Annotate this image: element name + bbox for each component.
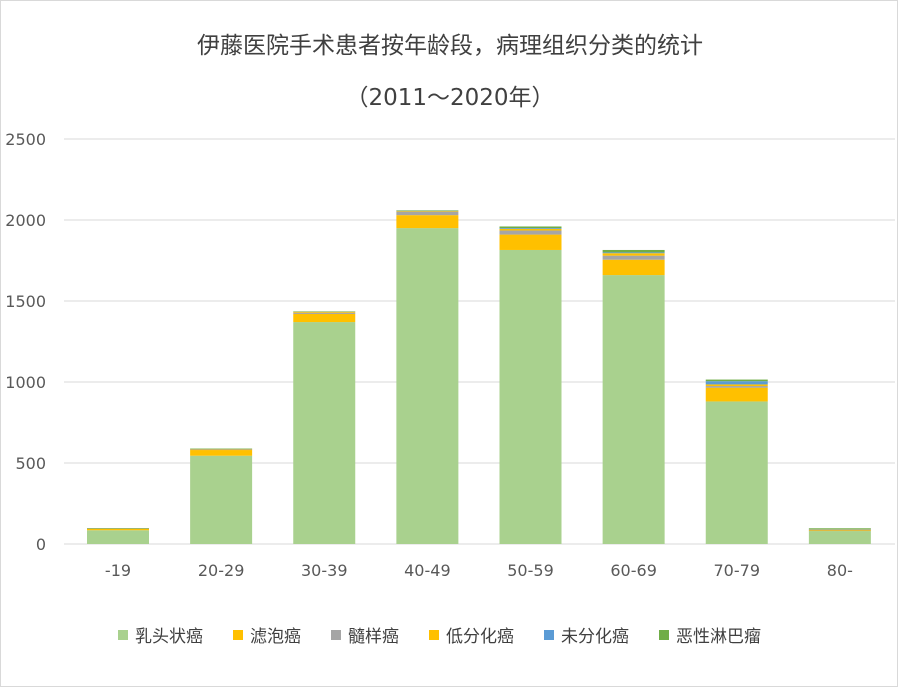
bar-segment — [190, 455, 253, 544]
bar-segment — [293, 312, 356, 314]
legend-swatch — [659, 629, 669, 640]
bar-segment — [808, 529, 871, 530]
y-tick-label: 1500 — [5, 292, 46, 311]
x-tick-label: 60-69 — [610, 561, 657, 580]
chart-legend: 乳头状癌 滤泡癌 髓样癌 低分化癌 未分化癌 恶性淋巴瘤 — [118, 622, 791, 647]
bar-segment — [293, 311, 356, 313]
bar-segment — [808, 528, 871, 530]
legend-item: 低分化癌 — [429, 622, 514, 647]
bar-segment — [190, 449, 253, 451]
bar-segment — [396, 211, 459, 212]
x-tick-label: 40-49 — [404, 561, 451, 580]
legend-swatch — [233, 629, 243, 640]
legend-label: 低分化癌 — [446, 627, 514, 647]
legend-item: 髓样癌 — [331, 622, 399, 647]
y-tick-label: 0 — [36, 535, 46, 554]
bar-segment — [190, 448, 253, 450]
bar-segment — [808, 531, 871, 544]
bar-segment — [190, 448, 253, 450]
bar-segment — [705, 401, 768, 544]
bar-segment — [87, 528, 149, 529]
bar-segment — [499, 228, 562, 231]
legend-swatch — [544, 629, 554, 640]
bar-segment — [499, 226, 562, 229]
legend-label: 髓样癌 — [348, 627, 399, 647]
bar-segment — [705, 384, 768, 387]
bar-segment — [499, 249, 562, 544]
bar-segment — [293, 313, 356, 323]
x-tick-label: 30-39 — [301, 561, 348, 580]
bar-segment — [87, 530, 149, 544]
bar-segment — [499, 234, 562, 250]
bar-segment — [705, 387, 768, 402]
bar-segment — [602, 249, 665, 253]
legend-item: 恶性淋巴瘤 — [659, 622, 761, 647]
bar-segment — [705, 386, 768, 388]
bar-segment — [396, 215, 459, 229]
chart-subtitle: （2011～2020年） — [345, 85, 555, 111]
bar-segment — [705, 381, 768, 385]
y-tick-label: 500 — [15, 454, 46, 473]
legend-label: 恶性淋巴瘤 — [676, 627, 761, 647]
x-tick-label: 80- — [827, 561, 853, 580]
bar-segment — [293, 322, 356, 544]
bar-segment — [602, 275, 665, 544]
bar-segment — [602, 259, 665, 276]
legend-swatch — [118, 629, 128, 640]
bar-segment — [705, 379, 768, 382]
bar-segment — [499, 228, 562, 229]
legend-swatch — [331, 629, 341, 640]
chart-title: 伊藤医院手术患者按年龄段，病理组织分类的统计 — [197, 33, 703, 59]
legend-item: 未分化癌 — [544, 622, 629, 647]
bar-segment — [293, 311, 356, 312]
y-tick-label: 2500 — [5, 130, 46, 149]
bar-segment — [87, 528, 149, 531]
bar-segment — [808, 529, 871, 531]
bar-segment — [499, 230, 562, 235]
legend-item: 滤泡癌 — [233, 622, 301, 647]
x-tick-label: 50-59 — [507, 561, 554, 580]
bar-segment — [396, 210, 459, 212]
bar-segment — [808, 530, 871, 532]
bar-segment — [396, 210, 459, 211]
legend-item: 乳头状癌 — [118, 622, 203, 647]
y-tick-label: 1000 — [5, 373, 46, 392]
bar-segment — [396, 228, 459, 544]
legend-label: 乳头状癌 — [135, 627, 203, 647]
x-tick-label: 70-79 — [714, 561, 761, 580]
y-tick-label: 2000 — [5, 211, 46, 230]
x-tick-label: 20-29 — [198, 561, 245, 580]
bar-segment — [396, 211, 459, 216]
bar-segment — [602, 255, 665, 260]
x-tick-label: -19 — [105, 561, 131, 580]
bar-segment — [602, 253, 665, 256]
bar-segment — [808, 529, 871, 531]
legend-label: 滤泡癌 — [250, 627, 301, 647]
bar-segment — [602, 252, 665, 254]
bar-segment — [190, 450, 253, 456]
legend-swatch — [429, 629, 439, 640]
legend-label: 未分化癌 — [561, 627, 629, 647]
